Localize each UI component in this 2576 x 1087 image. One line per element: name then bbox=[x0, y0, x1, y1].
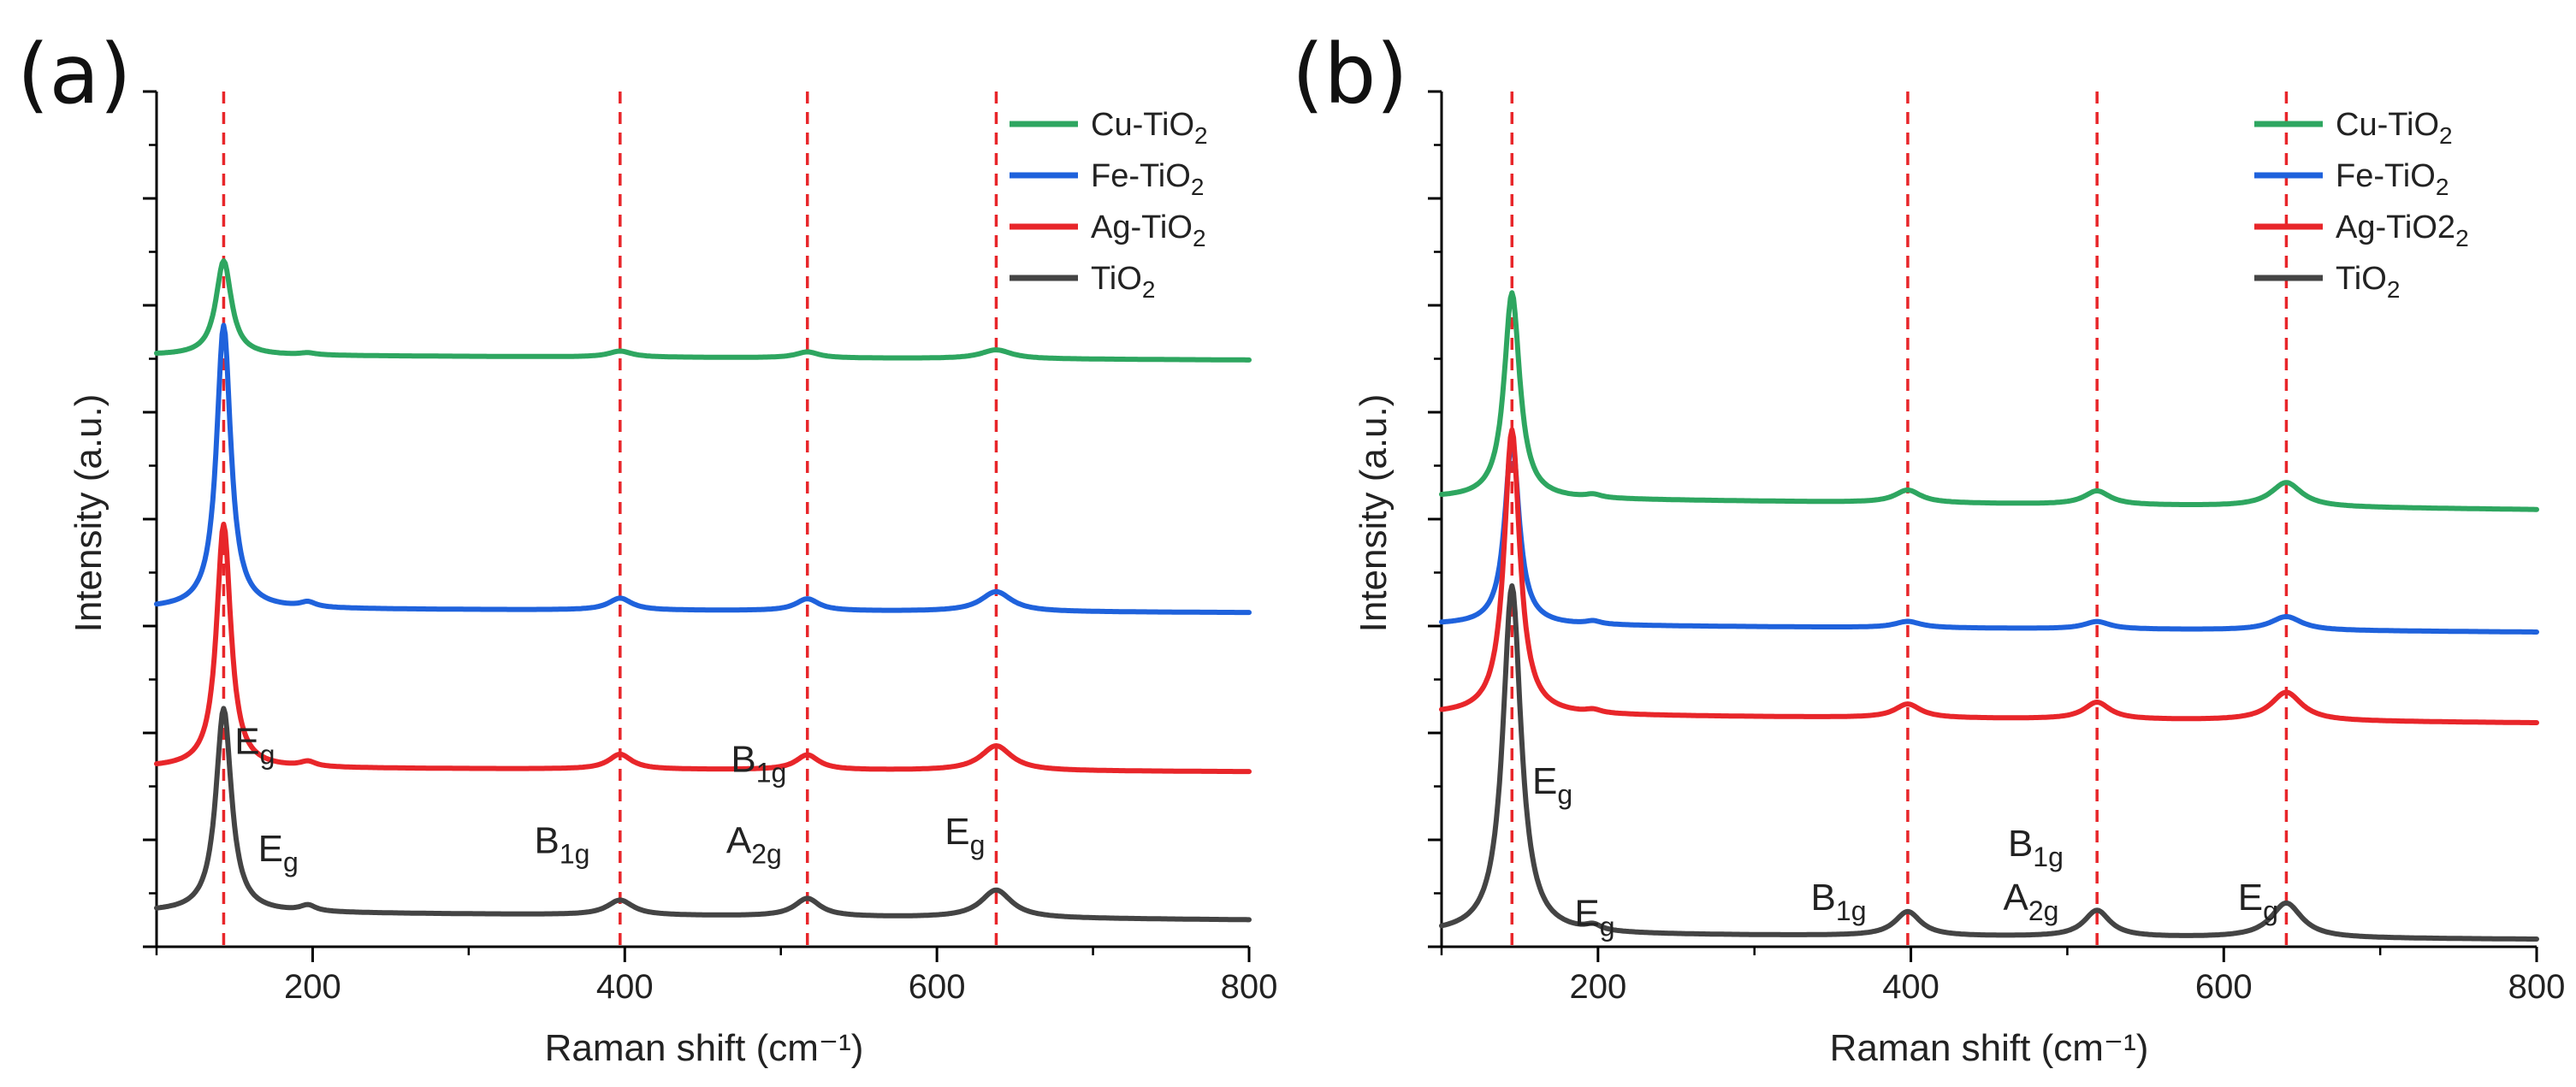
peak-annotation: Eg bbox=[234, 720, 275, 770]
y-axis-title-b: Intensity (a.u.) bbox=[1353, 394, 1395, 633]
panel-label-b: (b) bbox=[1292, 27, 1408, 122]
series-line-0 bbox=[1439, 290, 2539, 512]
peak-annotation: Eg bbox=[1532, 760, 1572, 810]
x-tick-label: 800 bbox=[2508, 968, 2566, 1006]
y-axis-title-a: Intensity (a.u.) bbox=[68, 394, 110, 633]
x-axis-title-b: Raman shift (cm⁻¹) bbox=[1830, 1027, 2149, 1069]
peak-annotation: B1g bbox=[1811, 877, 1867, 926]
peak-annotation: Eg bbox=[2238, 877, 2278, 926]
x-tick-label: 400 bbox=[1882, 968, 1939, 1006]
x-tick-label: 800 bbox=[1221, 968, 1278, 1006]
series-line-2 bbox=[154, 522, 1252, 775]
legend-label: Cu-TiO2 bbox=[1091, 107, 1208, 149]
series-line-1 bbox=[154, 322, 1252, 616]
legend-label: Fe-TiO2 bbox=[2336, 158, 2449, 200]
panel-a: (a) Intensity (a.u.) Raman shift (cm⁻¹) … bbox=[17, 27, 1277, 1069]
panel-label-a: (a) bbox=[17, 27, 132, 122]
peak-annotation: A2g bbox=[2003, 877, 2058, 926]
panel-b: (b) Intensity (a.u.) Raman shift (cm⁻¹) … bbox=[1292, 27, 2565, 1069]
legend-label: Ag-TiO2 bbox=[1091, 210, 1206, 251]
legend-label: TiO2 bbox=[1091, 261, 1155, 303]
legend-label: TiO2 bbox=[2336, 261, 2400, 303]
x-tick-label: 400 bbox=[596, 968, 654, 1006]
series-line-1 bbox=[1439, 437, 2539, 635]
legend-label: Cu-TiO2 bbox=[2336, 107, 2453, 149]
legend: Cu-TiO2 Fe-TiO2 Ag-TiO2 TiO2 bbox=[1010, 107, 1208, 303]
series-line-3 bbox=[154, 706, 1252, 923]
peak-annotation: B1g bbox=[534, 820, 589, 870]
peak-annotation: A2g bbox=[726, 820, 782, 870]
peak-annotation: B1g bbox=[2008, 823, 2064, 872]
peak-annotation: Eg bbox=[1574, 892, 1614, 942]
plot-area-a: 200 400 600 800 Eg Eg B1g B1g A2g Eg Cu-TiO2 Fe-TiO… bbox=[143, 90, 1278, 1006]
x-tick-label: 600 bbox=[909, 968, 966, 1006]
legend-label: Ag-TiO22 bbox=[2336, 210, 2469, 251]
legend: Cu-TiO2 Fe-TiO2 Ag-TiO22 TiO2 bbox=[2254, 107, 2469, 303]
peak-annotation: B1g bbox=[731, 738, 786, 788]
plot-area-b: 200 400 600 800 Eg Eg B1g B1g A2g Eg Cu-TiO2 Fe-TiO… bbox=[1428, 90, 2566, 1006]
series-line-2 bbox=[1439, 427, 2539, 725]
series-line-3 bbox=[1439, 583, 2539, 942]
peak-annotation: Eg bbox=[945, 811, 985, 860]
x-tick-label: 600 bbox=[2195, 968, 2253, 1006]
x-tick-label: 200 bbox=[1569, 968, 1626, 1006]
legend-label: Fe-TiO2 bbox=[1091, 158, 1204, 200]
series-line-0 bbox=[154, 258, 1252, 363]
x-tick-label: 200 bbox=[284, 968, 341, 1006]
peak-annotation: Eg bbox=[258, 828, 299, 877]
x-axis-title-a: Raman shift (cm⁻¹) bbox=[545, 1027, 864, 1069]
